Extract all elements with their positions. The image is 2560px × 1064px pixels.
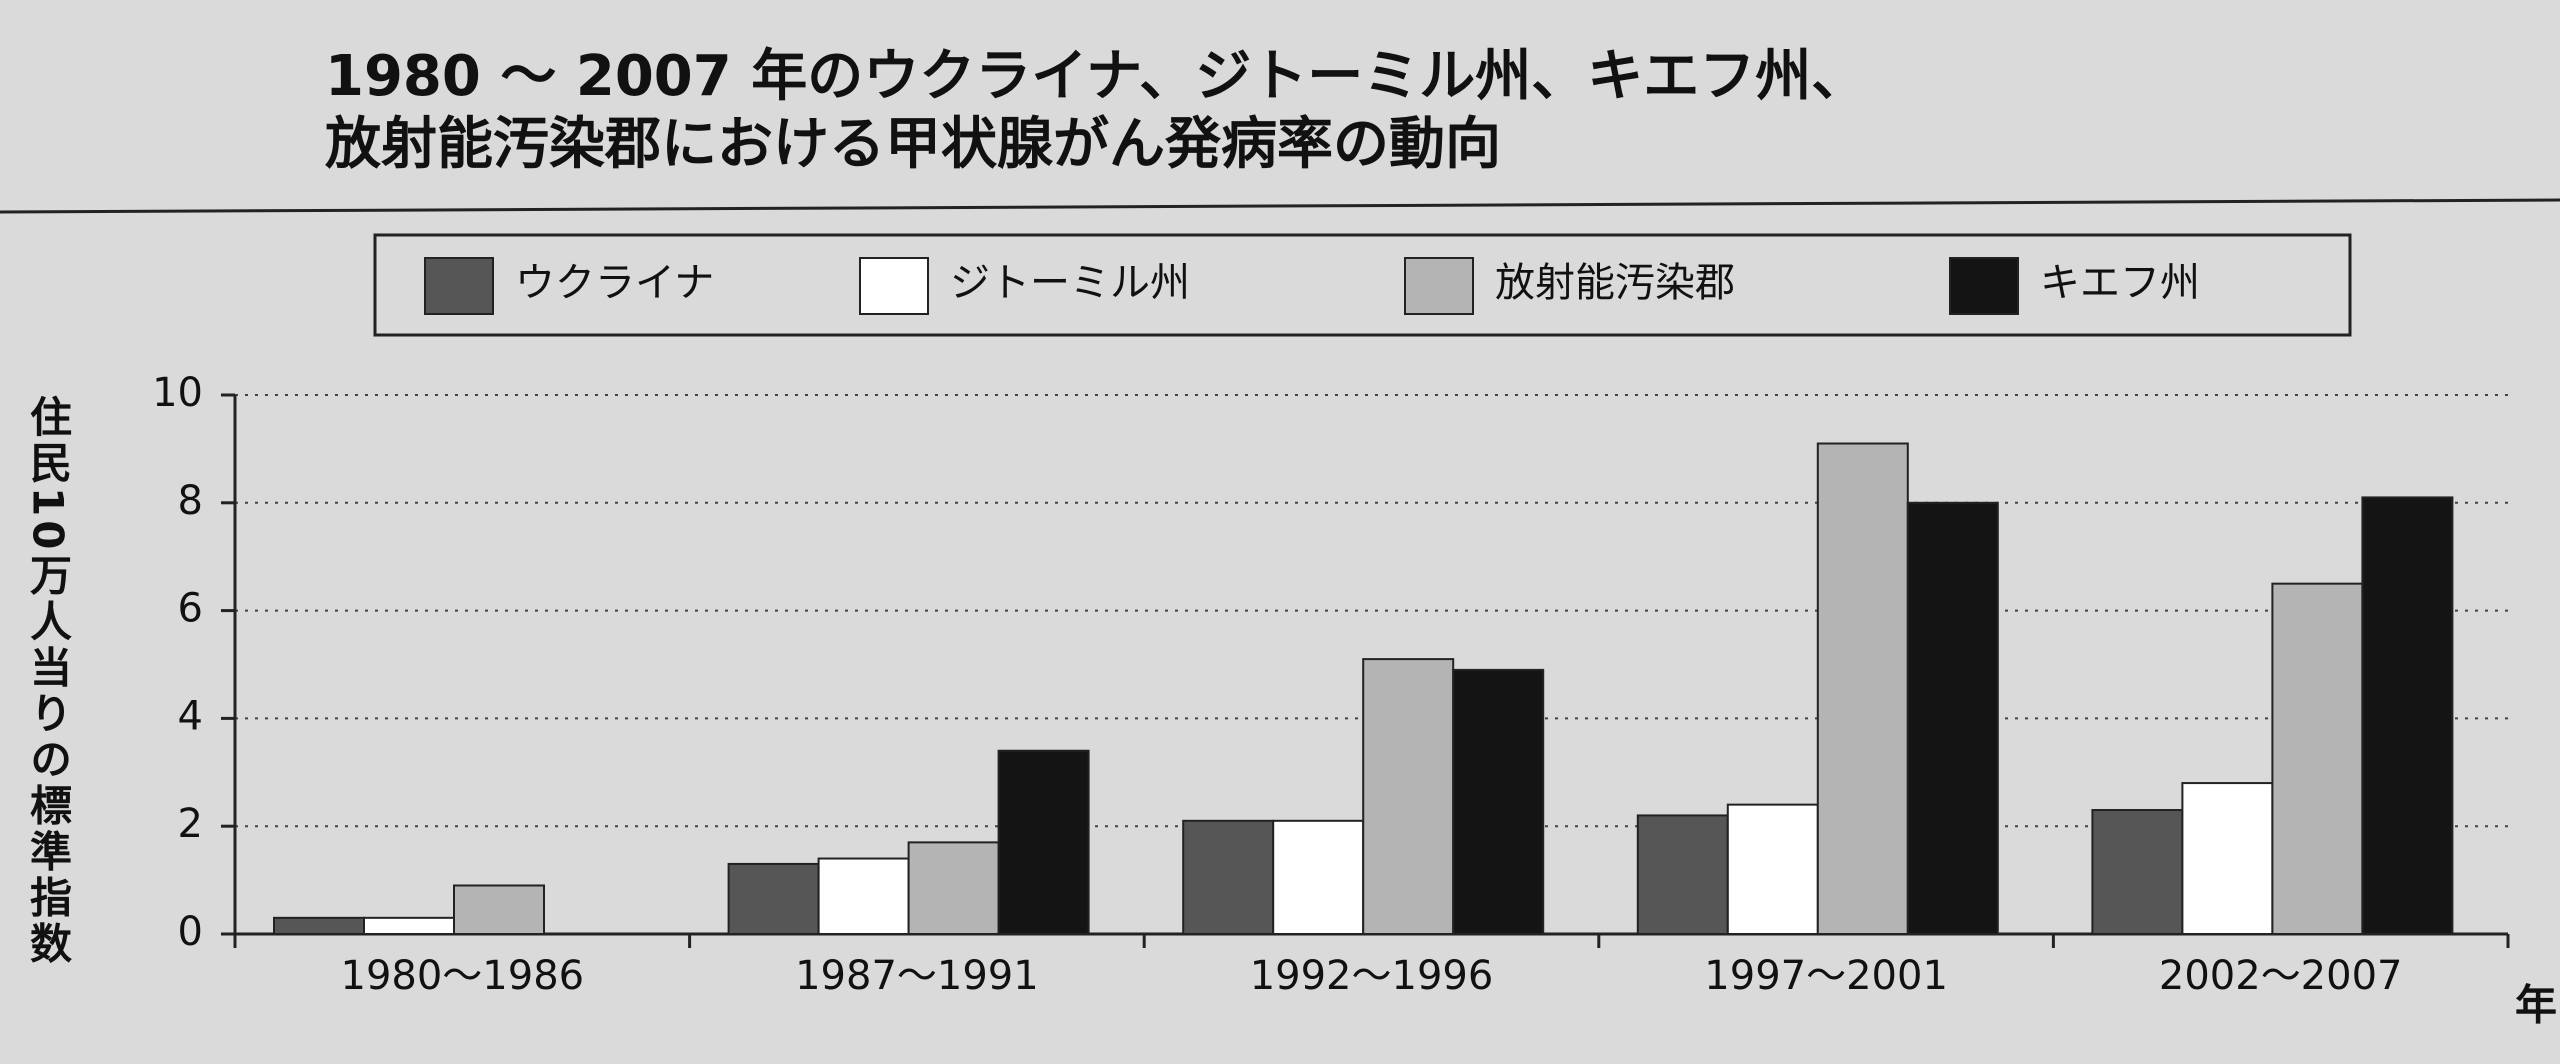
- x-unit: 年: [2515, 981, 2557, 1030]
- bar: [1726, 803, 1819, 936]
- bar: [2271, 582, 2364, 936]
- bar: [1906, 501, 1999, 935]
- bar: [1362, 658, 1455, 935]
- bar: [1182, 819, 1275, 935]
- bar: [273, 916, 365, 936]
- bar: [1452, 668, 1545, 935]
- y-axis-label: 住民10万人当りの標準指数: [24, 395, 73, 967]
- x-tick-label: 1980～1986: [341, 953, 585, 999]
- legend-swatch: [859, 257, 929, 315]
- x-tick-label: 2002～2007: [2159, 953, 2403, 999]
- x-tick-label: 1997～2001: [1704, 953, 1948, 999]
- bar: [2091, 809, 2184, 936]
- x-tick-label: 1992～1996: [1250, 953, 1494, 999]
- x-tick-label: 1987～1991: [795, 953, 1039, 999]
- bar: [907, 841, 1000, 935]
- bar: [1636, 814, 1729, 935]
- legend-box: [373, 233, 2352, 337]
- y-tick-label: 2: [178, 801, 203, 847]
- bar: [1272, 819, 1365, 935]
- y-tick-label: 0: [178, 909, 203, 955]
- legend-label: 放射能汚染郡: [1495, 260, 1735, 306]
- legend-label: ジトーミル州: [950, 260, 1190, 306]
- y-tick-label: 4: [178, 693, 203, 739]
- legend-label: キエフ州: [2040, 260, 2200, 306]
- bar: [453, 884, 545, 935]
- y-tick-label: 6: [178, 586, 203, 632]
- legend-swatch: [424, 257, 494, 315]
- bar: [1816, 442, 1909, 935]
- legend-label: ウクライナ: [515, 260, 714, 306]
- y-tick-label: 8: [178, 478, 203, 524]
- bar: [997, 749, 1090, 935]
- chart-title: 1980 ～ 2007 年のウクライナ、ジトーミル州、キエフ州、: [325, 44, 1867, 109]
- y-tick-label: 10: [152, 370, 203, 416]
- title-rule: [0, 198, 2560, 214]
- chart-title: 放射能汚染郡における甲状腺がん発病率の動向: [325, 112, 1501, 177]
- legend-swatch: [1949, 257, 2019, 315]
- bar: [363, 916, 455, 936]
- bar: [2181, 782, 2274, 936]
- legend-swatch: [1404, 257, 1474, 315]
- bar: [2361, 496, 2454, 935]
- bar: [727, 862, 820, 935]
- bar: [817, 857, 910, 935]
